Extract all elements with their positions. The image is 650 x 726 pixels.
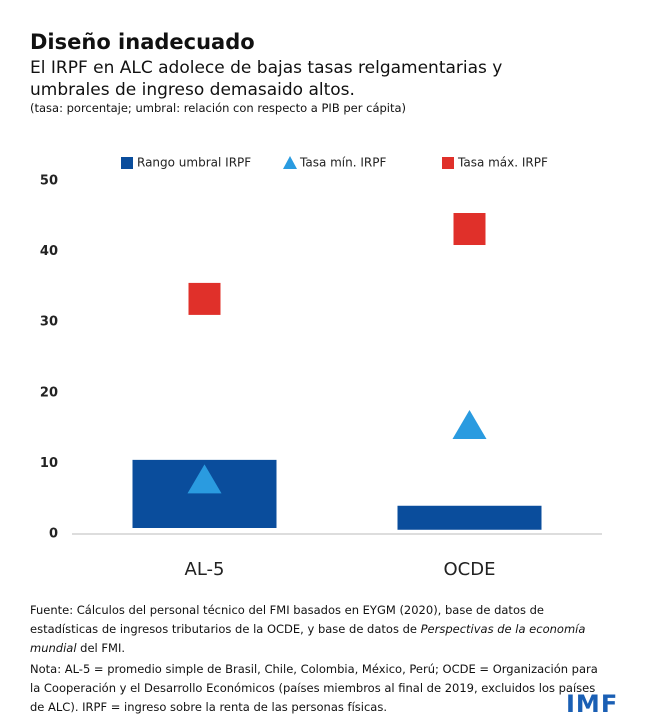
source-italic: Perspectivas de la economía mundial	[30, 622, 586, 655]
triangle-marker	[187, 464, 222, 494]
y-tick-label: 10	[40, 456, 58, 471]
footer: Fuente: Cálculos del personal técnico de…	[30, 601, 600, 719]
y-tick-label: 40	[40, 244, 58, 259]
square-marker	[188, 282, 221, 315]
legend-label: Tasa máx. IRPF	[457, 156, 548, 170]
range-bar	[397, 505, 542, 530]
legend-swatch	[121, 157, 133, 169]
legend-swatch	[442, 157, 454, 169]
chart-title: Diseño inadecuado	[30, 30, 255, 54]
square-marker	[453, 213, 486, 246]
y-tick-label: 50	[40, 174, 58, 189]
legend-label: Tasa mín. IRPF	[299, 156, 386, 170]
x-tick-label: OCDE	[444, 559, 496, 580]
y-tick-label: 30	[40, 315, 58, 330]
y-tick-label: 0	[49, 527, 58, 542]
source-text: del FMI.	[76, 641, 125, 655]
x-tick-label: AL-5	[185, 559, 225, 580]
footnote: Nota: AL-5 = promedio simple de Brasil, …	[30, 662, 598, 714]
source-text: Fuente: Cálculos del personal técnico de…	[30, 603, 545, 636]
units-note: (tasa: porcentaje; umbral: relación con …	[30, 101, 407, 115]
source: Fuente: Cálculos del personal técnico de…	[30, 601, 600, 658]
logo: IMF	[566, 690, 619, 718]
y-tick-label: 20	[40, 385, 58, 400]
chart-subtitle: El IRPF en ALC adolece de bajas tasas re…	[30, 58, 503, 100]
triangle-marker	[452, 409, 487, 439]
legend-label: Rango umbral IRPF	[137, 156, 251, 170]
legend-swatch	[283, 156, 297, 169]
